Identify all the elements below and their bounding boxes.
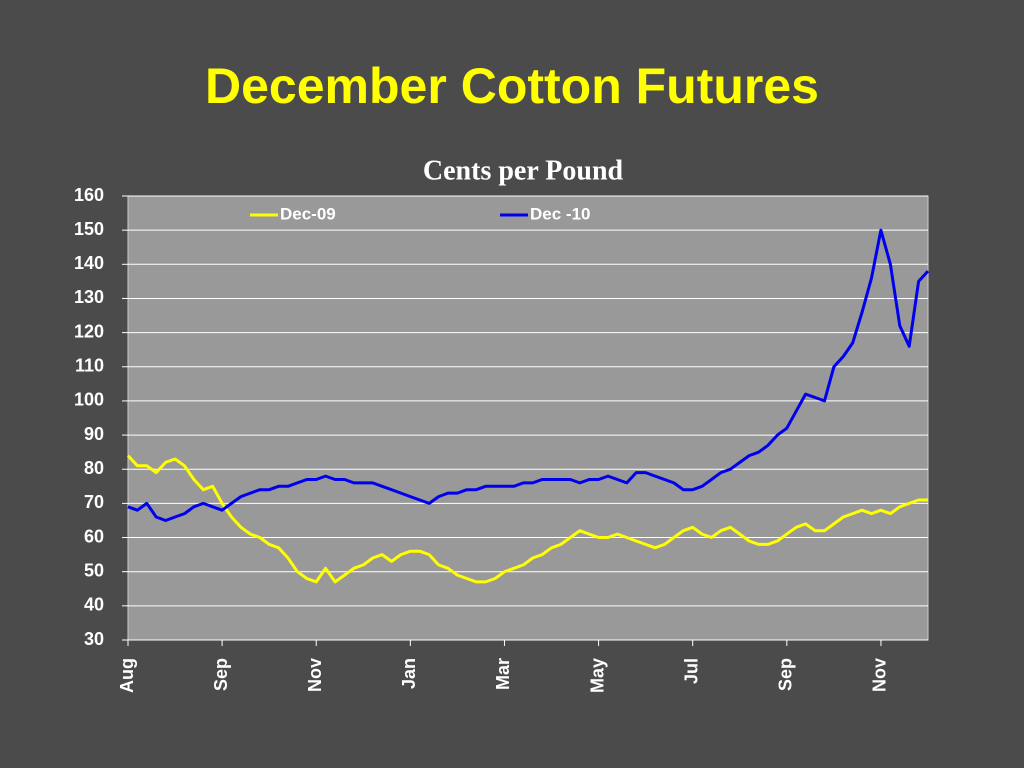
x-tick-label: Jan	[399, 658, 419, 689]
x-tick-label: Mar	[493, 658, 513, 690]
x-tick-label: May	[587, 658, 607, 693]
y-tick-label: 140	[74, 253, 104, 273]
chart-subtitle: Cents per Pound	[423, 155, 624, 186]
y-tick-label: 50	[84, 560, 104, 580]
y-tick-label: 130	[74, 287, 104, 307]
series-line	[126, 454, 928, 584]
y-tick-label: 160	[74, 185, 104, 205]
y-tick-label: 120	[74, 321, 104, 341]
y-tick-label: 80	[84, 458, 104, 478]
y-tick-label: 90	[84, 424, 104, 444]
x-tick-label: Sep	[211, 658, 231, 691]
y-tick-label: 40	[84, 595, 104, 615]
x-tick-label: Aug	[117, 658, 137, 693]
x-tick-label: Sep	[776, 658, 796, 691]
y-tick-label: 150	[74, 219, 104, 239]
legend-label: Dec-09	[280, 204, 336, 223]
y-tick-label: 30	[84, 629, 104, 649]
x-tick-label: Jul	[681, 658, 701, 684]
plot-area	[127, 195, 929, 641]
chart-title: December Cotton Futures	[205, 58, 819, 114]
y-tick-label: 110	[75, 356, 104, 376]
y-tick-label: 100	[74, 390, 104, 410]
y-tick-label: 70	[84, 492, 104, 512]
x-tick-label: Nov	[870, 658, 890, 692]
x-tick-label: Nov	[305, 658, 325, 692]
legend-label: Dec -10	[530, 204, 590, 223]
y-tick-label: 60	[84, 526, 104, 546]
series-line	[127, 228, 930, 522]
